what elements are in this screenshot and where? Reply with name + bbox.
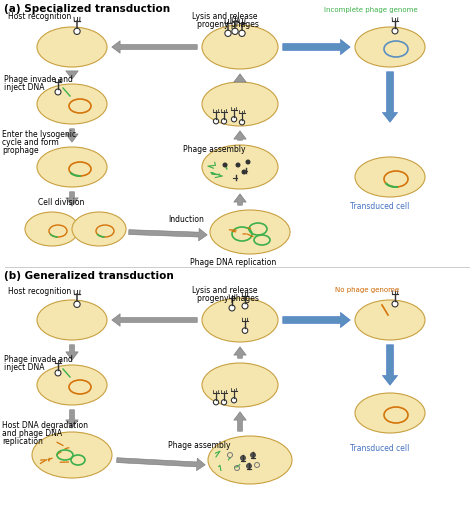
Circle shape [74,29,80,36]
Text: Induction: Induction [168,215,204,223]
Text: No phage genome: No phage genome [335,287,399,293]
Text: Lysis and release: Lysis and release [192,286,257,294]
Circle shape [229,305,235,312]
Ellipse shape [72,213,126,246]
Ellipse shape [202,146,278,190]
Text: prophage: prophage [2,146,38,155]
Text: replication: replication [2,436,43,445]
Circle shape [246,464,252,469]
Ellipse shape [32,432,112,478]
Ellipse shape [37,148,107,188]
Circle shape [240,456,246,461]
Ellipse shape [37,28,107,68]
Text: inject DNA: inject DNA [4,362,45,371]
Circle shape [232,29,238,36]
Circle shape [223,164,227,167]
Ellipse shape [355,28,425,68]
Text: Incomplete phage genome: Incomplete phage genome [324,7,418,13]
Ellipse shape [355,393,425,433]
Ellipse shape [355,300,425,341]
Text: Host DNA degradation: Host DNA degradation [2,420,88,429]
Ellipse shape [202,298,278,343]
Text: inject DNA: inject DNA [4,83,45,92]
Text: Phage invade and: Phage invade and [4,75,73,84]
Text: Cell division: Cell division [38,197,84,207]
Text: Host recognition: Host recognition [8,12,71,21]
Text: Enter the lysogenic: Enter the lysogenic [2,130,76,139]
Circle shape [55,90,61,96]
Ellipse shape [202,363,278,407]
Circle shape [242,171,246,175]
Circle shape [225,31,231,37]
Circle shape [239,121,245,126]
Text: progeny phages: progeny phages [197,293,259,302]
Circle shape [250,453,255,458]
Text: cycle and form: cycle and form [2,138,59,147]
Circle shape [242,303,248,309]
Circle shape [242,328,248,334]
Circle shape [221,400,227,405]
Text: Phage invade and: Phage invade and [4,354,73,363]
Circle shape [239,31,245,37]
Ellipse shape [202,26,278,70]
Text: (a) Specialized transduction: (a) Specialized transduction [4,4,170,14]
Circle shape [392,301,398,307]
Text: and phage DNA: and phage DNA [2,428,62,437]
Circle shape [392,29,398,35]
Text: Phage assembly: Phage assembly [183,145,246,154]
Text: (b) Generalized transduction: (b) Generalized transduction [4,270,174,280]
Circle shape [213,400,219,405]
Circle shape [231,398,237,403]
Ellipse shape [202,83,278,127]
Text: Phage assembly: Phage assembly [168,440,230,449]
Text: Lysis and release: Lysis and release [192,12,257,21]
Ellipse shape [37,365,107,405]
Text: Phage DNA replication: Phage DNA replication [190,258,276,267]
Ellipse shape [355,158,425,197]
Text: Transduced cell: Transduced cell [350,443,410,452]
Circle shape [231,118,237,123]
Circle shape [221,120,227,125]
Circle shape [213,120,219,125]
Text: Transduced cell: Transduced cell [350,202,410,211]
Ellipse shape [208,436,292,484]
Text: progeny phages: progeny phages [197,20,259,29]
Text: Host recognition: Host recognition [8,287,71,295]
Ellipse shape [37,300,107,341]
Ellipse shape [210,211,290,254]
Circle shape [246,161,250,164]
Circle shape [236,164,240,167]
Ellipse shape [37,85,107,125]
Circle shape [55,370,61,376]
Circle shape [74,301,80,308]
Ellipse shape [25,213,79,246]
